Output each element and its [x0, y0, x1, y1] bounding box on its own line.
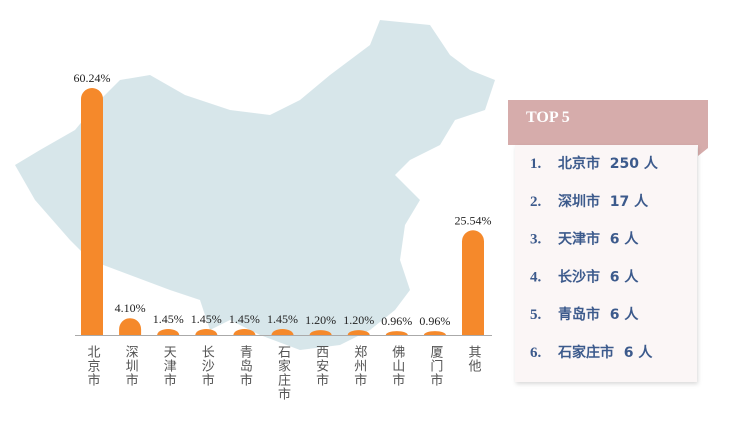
panel-header: [508, 100, 708, 156]
list-rank: 4.: [530, 269, 542, 285]
value-label: 1.45%: [191, 312, 222, 326]
value-label: 0.96%: [381, 314, 412, 328]
x-tick-label: 郑州市: [351, 345, 367, 387]
bar: [423, 331, 446, 335]
bar: [157, 329, 180, 335]
list-text: 北京市 250 人: [558, 155, 659, 172]
x-tick-label: 其他: [466, 345, 482, 373]
x-tick-label: 厦门市: [427, 345, 443, 387]
value-label: 1.45%: [229, 312, 260, 326]
list-rank: 5.: [530, 307, 542, 323]
list-rank: 3.: [530, 232, 542, 248]
bar: [81, 88, 103, 336]
x-tick-label: 北京市: [85, 345, 101, 387]
bar: [385, 331, 408, 335]
x-tick-label: 长沙市: [199, 345, 215, 387]
value-label: 0.96%: [419, 314, 450, 328]
bar: [309, 330, 332, 335]
value-label: 1.45%: [153, 312, 184, 326]
x-tick-label: 青岛市: [237, 345, 253, 387]
bar: [195, 329, 218, 335]
bar: [119, 318, 142, 335]
value-label: 1.45%: [267, 312, 298, 326]
list-rank: 2.: [530, 194, 542, 210]
value-label: 60.24%: [74, 71, 111, 85]
panel-title: TOP 5: [526, 109, 570, 126]
list-text: 长沙市 6 人: [558, 268, 639, 285]
bar: [271, 329, 294, 335]
value-label: 1.20%: [343, 313, 374, 327]
x-tick-label: 佛山市: [389, 345, 405, 387]
value-label: 25.54%: [455, 213, 492, 227]
value-label: 1.20%: [305, 313, 336, 327]
list-text: 深圳市 17 人: [558, 193, 649, 210]
x-tick-label: 石家庄市: [275, 345, 291, 401]
map-background: [15, 20, 495, 350]
x-tick-label: 天津市: [161, 345, 177, 387]
list-text: 天津市 6 人: [558, 231, 639, 248]
bar: [347, 330, 370, 335]
list-rank: 1.: [530, 156, 542, 172]
list-text: 石家庄市 6 人: [557, 344, 653, 361]
panel: [515, 145, 697, 382]
value-label: 4.10%: [115, 301, 146, 315]
x-tick-label: 深圳市: [123, 345, 139, 387]
bar: [233, 329, 256, 335]
x-tick-label: 西安市: [313, 345, 329, 387]
list-text: 青岛市 6 人: [558, 306, 639, 323]
list-rank: 6.: [530, 345, 542, 361]
bar: [462, 230, 484, 335]
